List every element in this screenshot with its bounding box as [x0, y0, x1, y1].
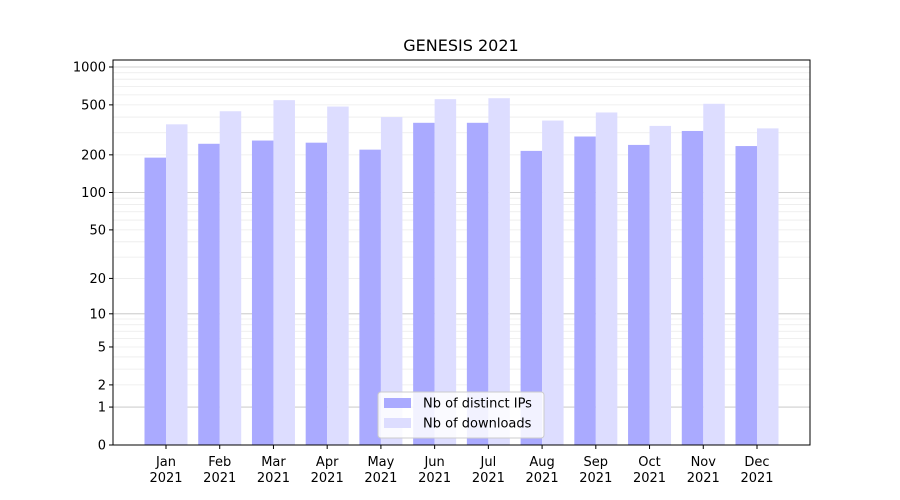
legend-label: Nb of distinct IPs [423, 397, 532, 412]
x-tick-label-year: 2021 [687, 471, 720, 486]
bar-distinct-ips-apr [305, 142, 328, 445]
legend-label: Nb of downloads [423, 417, 532, 432]
y-tick-label: 1 [98, 401, 106, 416]
x-tick-label-month: Jul [480, 455, 497, 470]
bar-downloads-nov [703, 103, 725, 446]
x-tick-label-year: 2021 [203, 471, 236, 486]
x-tick-label-year: 2021 [740, 471, 773, 486]
bars [144, 98, 779, 446]
bar-downloads-aug [542, 120, 564, 445]
bar-distinct-ips-jul [466, 122, 489, 445]
x-tick-label-month: May [367, 455, 394, 470]
x-tick-label-month: Apr [316, 455, 339, 470]
legend: Nb of distinct IPs Nb of downloads [377, 391, 545, 439]
bar-distinct-ips-feb [198, 143, 220, 445]
bar-distinct-ips-oct [628, 144, 650, 445]
bar-distinct-ips-mar [251, 140, 274, 445]
legend-swatch [384, 418, 411, 428]
y-tick-label: 200 [81, 148, 106, 163]
x-tick-label-month: Jun [423, 455, 444, 470]
legend-box [377, 391, 545, 439]
y-tick-label: 2 [98, 378, 106, 393]
x-tick-label-year: 2021 [418, 471, 451, 486]
x-tick-label-month: Oct [638, 455, 660, 470]
x-tick-label-month: Jan [155, 455, 176, 470]
bar-downloads-oct [649, 125, 672, 445]
bar-distinct-ips-nov [681, 130, 704, 445]
x-tick-label-year: 2021 [472, 471, 505, 486]
y-tick-label: 50 [89, 223, 106, 238]
bar-distinct-ips-sep [574, 136, 596, 446]
x-tick-label-year: 2021 [526, 471, 559, 486]
y-tick-label: 1000 [73, 61, 106, 76]
x-tick-label-year: 2021 [311, 471, 344, 486]
x-tick-label-year: 2021 [579, 471, 612, 486]
bar-distinct-ips-dec [735, 146, 757, 445]
bar-distinct-ips-may [359, 149, 381, 446]
y-tick-label: 500 [81, 98, 106, 113]
x-tick-label-month: Dec [744, 455, 769, 470]
x-tick-label-month: Aug [529, 455, 554, 470]
x-tick-label-month: Sep [584, 455, 609, 470]
bar-downloads-dec [757, 128, 779, 445]
chart-title: GENESIS 2021 [403, 36, 518, 55]
bar-downloads-sep [595, 112, 618, 446]
x-tick-label-year: 2021 [257, 471, 290, 486]
bar-distinct-ips-jan [144, 157, 166, 445]
x-tick-label-month: Feb [208, 455, 231, 470]
y-tick-label: 10 [89, 307, 106, 322]
legend-swatch [384, 398, 411, 408]
y-tick-label: 5 [98, 340, 106, 355]
x-tick-label-year: 2021 [633, 471, 666, 486]
x-tick-label-year: 2021 [364, 471, 397, 486]
bar-downloads-jul [488, 98, 510, 445]
bar-downloads-feb [219, 111, 242, 445]
bar-downloads-jan [166, 124, 188, 445]
y-tick-label: 20 [89, 272, 106, 287]
x-tick-label-month: Nov [691, 455, 717, 470]
bar-downloads-apr [327, 106, 349, 445]
y-tick-label: 0 [98, 439, 106, 454]
bar-distinct-ips-aug [520, 150, 543, 446]
plot-frame [112, 59, 811, 446]
bar-distinct-ips-jun [413, 122, 435, 445]
bar-downloads-jun [434, 99, 457, 445]
y-tick-label: 100 [81, 186, 106, 201]
bar-downloads-may [380, 117, 403, 445]
x-tick-label-month: Mar [261, 455, 286, 470]
bar-downloads-mar [273, 100, 295, 445]
y-axis: 0 1 2 5 10 20 50 100 200 500 1000 [73, 61, 113, 454]
x-tick-label-year: 2021 [149, 471, 182, 486]
x-axis: Jan2021Feb2021Mar2021Apr2021May2021Jun20… [149, 445, 774, 486]
